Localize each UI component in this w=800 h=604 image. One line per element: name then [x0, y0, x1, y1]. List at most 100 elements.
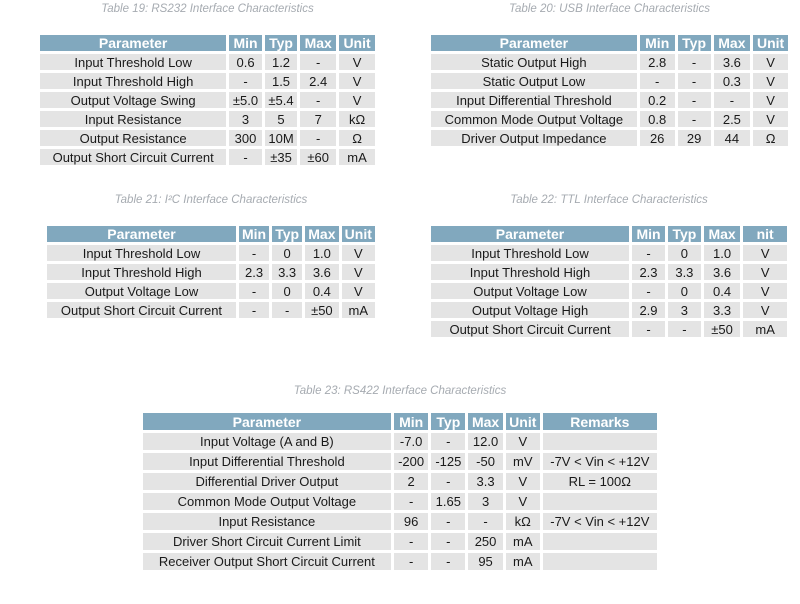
- value-cell: -: [297, 51, 340, 73]
- parameter-cell: Receiver Output Short Circuit Current: [140, 550, 394, 573]
- column-header: Max: [302, 223, 342, 245]
- value-cell: 3: [664, 299, 704, 321]
- value-cell: -: [235, 242, 273, 264]
- value-cell: V: [740, 261, 790, 283]
- column-header: Parameter: [36, 32, 230, 54]
- column-header: Unit: [750, 32, 791, 54]
- table-row: Output Short Circuit Current - ±35 ±60 mA: [36, 146, 378, 168]
- parameter-cell: Static Output High: [428, 51, 640, 73]
- table-row: Differential Driver Output 2-3.3 V RL = 100…: [140, 470, 661, 493]
- value-cell: 3.3: [664, 261, 704, 283]
- parameter-cell: Input Differential Threshold: [428, 89, 640, 111]
- value-cell: mA: [338, 299, 379, 321]
- value-cell: 3.3: [700, 299, 744, 321]
- table-row: Static Output Low - -0.3 V: [428, 70, 791, 92]
- parameter-cell: Output Short Circuit Current: [44, 299, 239, 321]
- parameter-cell: Input Threshold Low: [44, 242, 239, 264]
- table-row: Output Short Circuit Current - - ±50 mA: [427, 318, 790, 340]
- value-cell: -: [636, 70, 678, 92]
- value-cell: 10M: [261, 127, 301, 149]
- header-row: Parameter Min Typ Max Unit Remarks: [140, 410, 661, 433]
- ttl-characteristics-table: Parameter Min Typ Max nit Input Threshold Lo…: [427, 223, 790, 340]
- parameter-cell: Common Mode Output Voltage: [140, 490, 394, 513]
- parameter-cell: Static Output Low: [428, 70, 640, 92]
- table22-caption: Table 22: TTL Interface Characteristics: [510, 194, 708, 206]
- parameter-cell: Differential Driver Output: [140, 470, 394, 493]
- parameter-cell: Output Resistance: [36, 127, 230, 149]
- value-cell: V: [740, 280, 790, 302]
- parameter-cell: Input Threshold High: [44, 261, 239, 283]
- value-cell: 3: [226, 108, 265, 130]
- value-cell: -: [226, 70, 265, 92]
- value-cell: -: [390, 530, 432, 553]
- value-cell: -: [674, 70, 714, 92]
- value-cell: 44: [710, 127, 754, 149]
- value-cell: V: [502, 490, 543, 513]
- value-cell: 1.2: [261, 51, 301, 73]
- value-cell: 29: [674, 127, 714, 149]
- value-cell: kΩ: [502, 510, 543, 533]
- column-header: Typ: [428, 410, 469, 433]
- value-cell: Ω: [336, 127, 378, 149]
- table-row: Static Output High 2.8-3.6 V: [428, 51, 791, 73]
- parameter-cell: Input Threshold High: [36, 70, 230, 92]
- value-cell: 1.0: [700, 242, 744, 264]
- value-cell: V: [336, 70, 378, 92]
- header-row: Parameter Min Typ Max nit: [427, 223, 790, 245]
- value-cell: V: [338, 280, 379, 302]
- parameter-cell: Output Voltage Low: [44, 280, 239, 302]
- table-row: Input Threshold High -1.5 2.4 V: [36, 70, 378, 92]
- value-cell: -: [710, 89, 754, 111]
- table-row: Common Mode Output Voltage -1.65 3 V: [140, 490, 661, 513]
- parameter-cell: Output Voltage Low: [427, 280, 633, 302]
- table-row: Output Short Circuit Current - - ±50 mA: [44, 299, 379, 321]
- value-cell: -: [629, 280, 668, 302]
- value-cell: 3.6: [700, 261, 744, 283]
- table-row: Input Resistance 96- - kΩ -7V < Vin < +12V: [140, 510, 661, 533]
- value-cell: 1.65: [428, 490, 469, 513]
- value-cell: -: [428, 470, 469, 493]
- rs232-table-section: Table 19: RS232 Interface Characteristic…: [36, 1, 378, 168]
- value-cell: mA: [740, 318, 790, 340]
- value-cell: 7: [297, 108, 340, 130]
- value-cell: -: [674, 51, 714, 73]
- column-header: Remarks: [539, 410, 661, 433]
- value-cell: -: [674, 89, 714, 111]
- parameter-cell: Input Threshold Low: [427, 242, 633, 264]
- value-cell: -: [674, 108, 714, 130]
- parameter-cell: Output Voltage High: [427, 299, 633, 321]
- column-header: Typ: [269, 223, 306, 245]
- value-cell: V: [750, 51, 791, 73]
- value-cell: 96: [390, 510, 432, 533]
- value-cell: -: [390, 550, 432, 573]
- value-cell: 2.4: [297, 70, 340, 92]
- table-row: Output Voltage Low -0 0.4 V: [44, 280, 379, 302]
- value-cell: mA: [336, 146, 378, 168]
- value-cell: 12.0: [465, 430, 506, 453]
- column-header: Max: [297, 32, 340, 54]
- i2c-characteristics-table: Parameter Min Typ Max Unit Input Threshold L…: [44, 223, 379, 321]
- value-cell: -: [428, 550, 469, 573]
- table-row: Driver Output Impedance 26 29 44 Ω: [428, 127, 791, 149]
- column-header: Typ: [664, 223, 704, 245]
- value-cell: 0: [269, 242, 306, 264]
- column-header: Parameter: [428, 32, 640, 54]
- column-header: Typ: [674, 32, 714, 54]
- table-row: Input Differential Threshold 0.2- - V: [428, 89, 791, 111]
- value-cell: mA: [502, 550, 543, 573]
- value-cell: 2: [390, 470, 432, 493]
- value-cell: -7V < Vin < +12V: [539, 450, 661, 473]
- table-row: Input Differential Threshold -200 -125 -50 m…: [140, 450, 661, 473]
- value-cell: 250: [465, 530, 506, 553]
- parameter-cell: Input Resistance: [36, 108, 230, 130]
- column-header: Max: [700, 223, 744, 245]
- value-cell: V: [336, 51, 378, 73]
- value-cell: -125: [428, 450, 469, 473]
- value-cell: 2.3: [629, 261, 668, 283]
- value-cell: 2.5: [710, 108, 754, 130]
- column-header: Min: [390, 410, 432, 433]
- value-cell: 2.3: [235, 261, 273, 283]
- table-row: Receiver Output Short Circuit Current - -9…: [140, 550, 661, 573]
- value-cell: [539, 550, 661, 573]
- value-cell: [539, 490, 661, 513]
